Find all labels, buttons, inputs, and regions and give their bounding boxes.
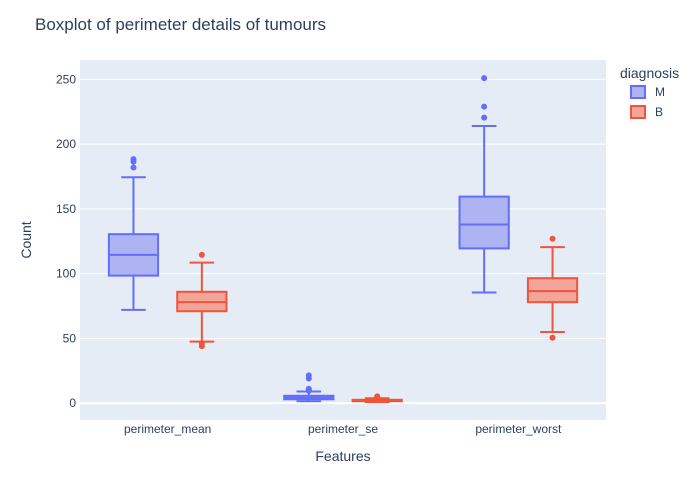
outlier-point (198, 251, 205, 258)
chart-title: Boxplot of perimeter details of tumours (35, 15, 326, 34)
x-tick-label: perimeter_worst (475, 422, 562, 436)
legend-swatch-M (630, 85, 646, 99)
legend-title: diagnosis (620, 65, 679, 81)
y-tick-labels: 0 50 100 150 200 250 (56, 72, 76, 410)
outlier-point (481, 75, 488, 82)
y-tick-label: 100 (56, 267, 76, 281)
box-iqr (458, 195, 510, 250)
outlier-point (549, 235, 556, 242)
box-M-perimeter_mean (107, 156, 160, 311)
y-tick-label: 250 (56, 72, 76, 86)
outlier-point (549, 334, 556, 341)
plot-area (80, 60, 606, 420)
y-tick-label: 50 (63, 331, 77, 345)
y-tick-label: 200 (56, 137, 76, 151)
y-tick-label: 0 (69, 396, 76, 410)
box-M-perimeter_se (283, 372, 335, 403)
x-axis-title: Features (315, 448, 370, 464)
outlier-point (305, 372, 312, 379)
x-tick-labels: perimeter_mean perimeter_se perimeter_wors… (124, 422, 562, 436)
outlier-point (374, 393, 381, 400)
outlier-point (130, 156, 137, 163)
box-B-perimeter_worst (526, 235, 579, 341)
outlier-point (130, 164, 137, 171)
legend: diagnosis MB (620, 65, 679, 119)
box-B-perimeter_mean (176, 251, 228, 350)
x-tick-label: perimeter_se (308, 422, 378, 436)
box-B-perimeter_se (351, 393, 403, 404)
gridlines (80, 78, 606, 405)
legend-label-M: M (655, 85, 665, 99)
y-axis-title: Count (18, 221, 34, 258)
legend-swatch-B (630, 105, 646, 119)
x-tick-label: perimeter_mean (124, 422, 211, 436)
outlier-point (481, 103, 488, 110)
y-tick-label: 150 (56, 202, 76, 216)
outlier-point (198, 340, 205, 347)
box-marks (107, 75, 579, 404)
outlier-point (481, 114, 488, 121)
box-M-perimeter_worst (458, 75, 510, 294)
legend-label-B: B (655, 105, 663, 119)
outlier-point (305, 385, 312, 392)
